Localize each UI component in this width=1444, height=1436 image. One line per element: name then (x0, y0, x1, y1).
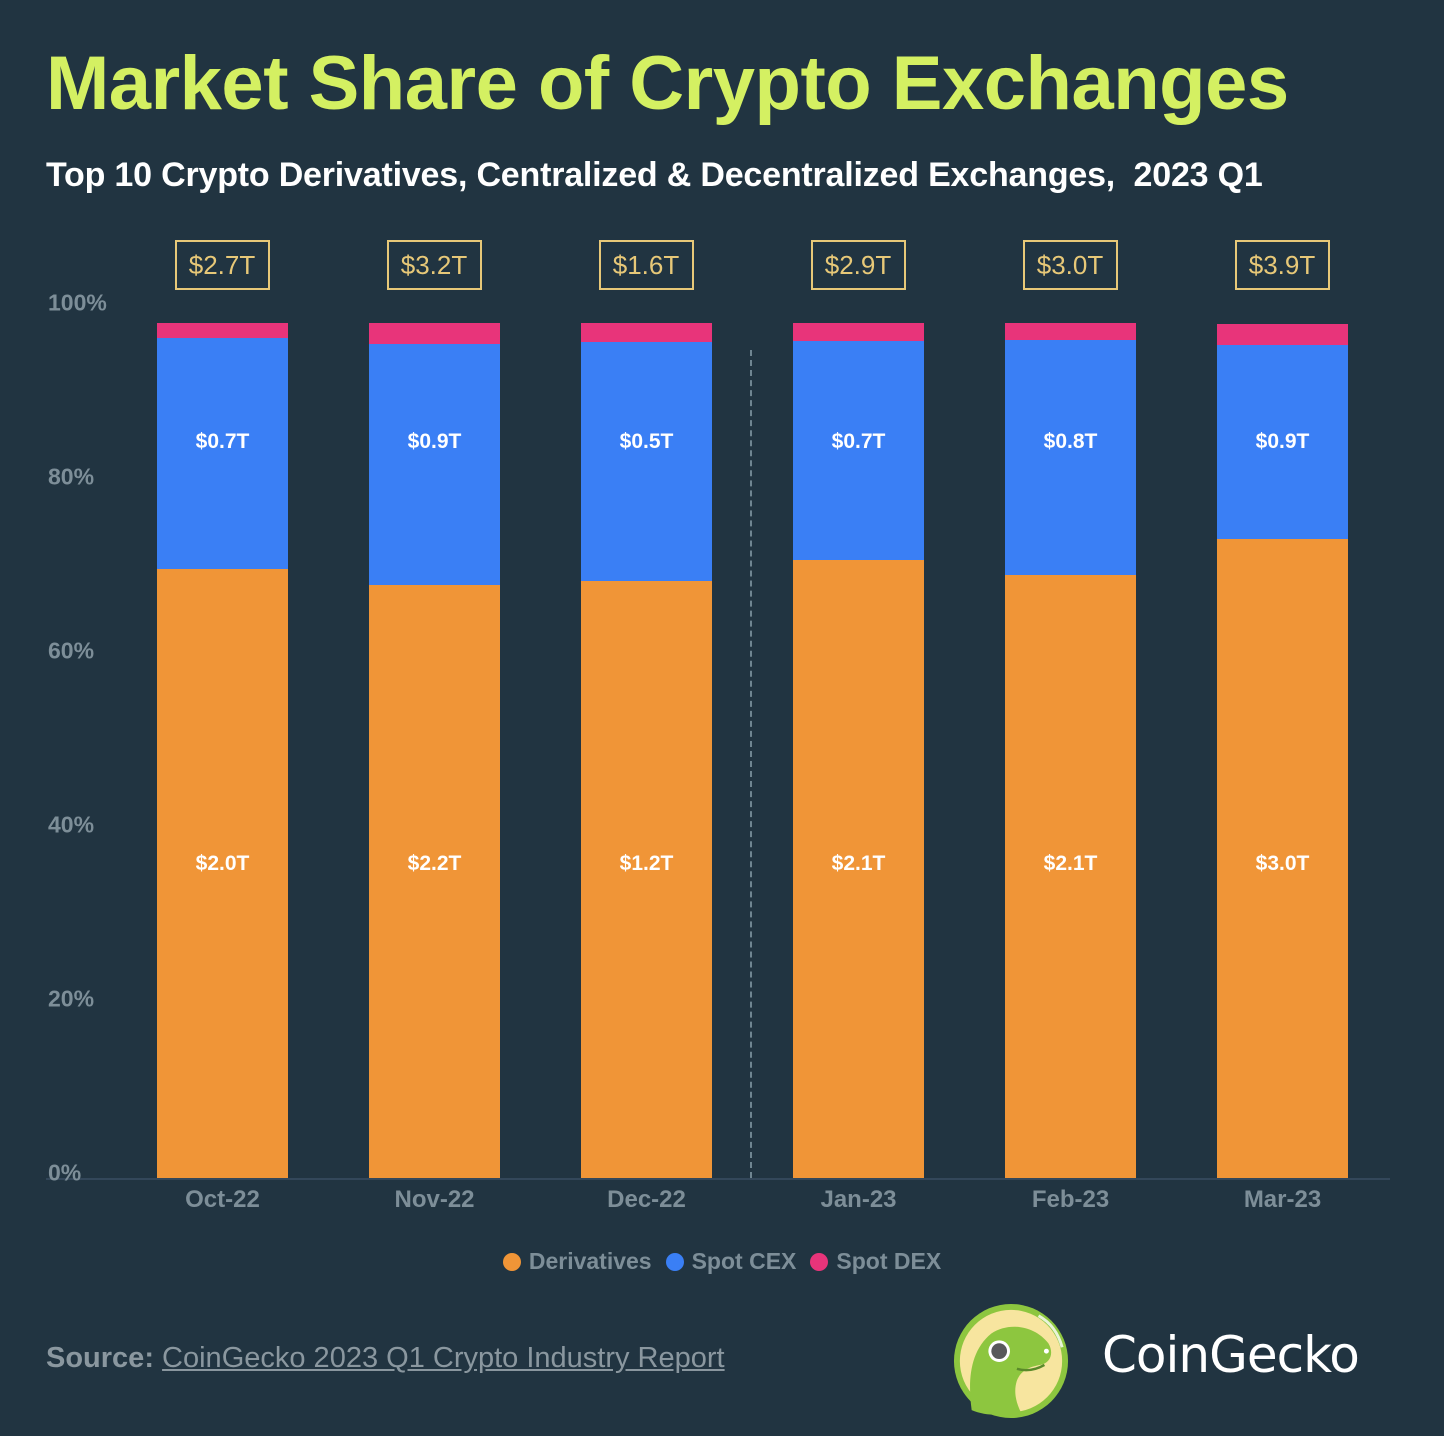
bar-segment-spot-cex[interactable] (793, 341, 924, 561)
segment-value-label: $1.2T (619, 852, 674, 875)
x-tick-label: Dec-22 (607, 1186, 686, 1213)
total-volume-badge: $2.7T (174, 240, 270, 290)
bar-segment-spot-dex[interactable] (793, 322, 924, 342)
source-line: Source: CoinGecko 2023 Q1 Crypto Industr… (46, 1342, 725, 1375)
legend-item[interactable]: Spot DEX (810, 1248, 941, 1275)
segment-value-label: $0.7T (195, 430, 250, 453)
total-volume-badge: $3.9T (1234, 240, 1330, 290)
bar-segment-derivatives[interactable] (157, 569, 288, 1178)
bar-segment-spot-cex[interactable] (581, 341, 712, 582)
segment-value-label: $0.8T (1043, 430, 1098, 453)
y-tick-label: 100% (48, 289, 107, 316)
stacked-bar[interactable] (793, 0, 924, 1178)
x-tick-label: Nov-22 (394, 1186, 475, 1213)
chart-subtitle: Top 10 Crypto Derivatives, Centralized &… (46, 156, 1263, 194)
bar-segment-derivatives[interactable] (369, 584, 500, 1178)
coingecko-logo-icon (953, 1303, 1069, 1419)
x-tick-label: Oct-22 (185, 1186, 260, 1213)
stacked-bar[interactable] (157, 0, 288, 1178)
bar-segment-spot-cex[interactable] (157, 337, 288, 569)
total-volume-badge: $3.0T (1022, 240, 1118, 290)
y-tick-label: 60% (48, 637, 95, 664)
segment-value-label: $2.2T (407, 852, 462, 875)
segment-value-label: $0.9T (1255, 430, 1310, 453)
stacked-bar[interactable] (1005, 0, 1136, 1178)
legend-item[interactable]: Spot CEX (665, 1248, 797, 1275)
bar-segment-spot-cex[interactable] (369, 343, 500, 585)
legend: Derivatives Spot CEX Spot DEX (0, 1248, 1444, 1275)
bar-segment-spot-dex[interactable] (581, 322, 712, 342)
bar-segment-derivatives[interactable] (793, 560, 924, 1178)
segment-value-label: $2.1T (1043, 852, 1098, 875)
source-label: Source: (46, 1342, 154, 1374)
legend-label: Derivatives (528, 1248, 652, 1274)
x-tick-label: Jan-23 (820, 1186, 897, 1213)
segment-value-label: $2.0T (195, 852, 250, 875)
bar-segment-spot-cex[interactable] (1005, 340, 1136, 576)
legend-label: Spot DEX (836, 1248, 942, 1274)
bar-segment-derivatives[interactable] (1217, 539, 1348, 1178)
legend-dot-icon (502, 1252, 521, 1271)
bar-segment-spot-dex[interactable] (157, 322, 288, 338)
segment-value-label: $0.7T (831, 430, 886, 453)
bar-segment-derivatives[interactable] (581, 581, 712, 1178)
x-tick-label: Mar-23 (1243, 1186, 1322, 1213)
bar-segment-spot-cex[interactable] (1217, 344, 1348, 540)
legend-dot-icon (810, 1252, 829, 1271)
source-link[interactable]: CoinGecko 2023 Q1 Crypto Industry Report (162, 1342, 725, 1374)
legend-dot-icon (665, 1252, 684, 1271)
y-tick-label: 80% (48, 463, 95, 490)
quarter-divider (750, 350, 752, 1178)
bar-segment-spot-dex[interactable] (1217, 323, 1348, 345)
stacked-bar[interactable] (1217, 0, 1348, 1178)
segment-value-label: $3.0T (1255, 852, 1310, 875)
stacked-bar[interactable] (581, 0, 712, 1178)
plot-area: 100% 80% 60% 40% 20% 0% $2.0T $0.7T $2.7T Oct-22 $… (46, 0, 1390, 1213)
bar-segment-spot-dex[interactable] (369, 322, 500, 344)
x-axis-line (46, 1178, 1390, 1180)
total-volume-badge: $1.6T (598, 240, 694, 290)
segment-value-label: $0.9T (407, 430, 462, 453)
y-tick-label: 20% (48, 985, 95, 1012)
total-volume-badge: $2.9T (810, 240, 906, 290)
y-tick-label: 40% (48, 811, 95, 838)
total-volume-badge: $3.2T (386, 240, 482, 290)
segment-value-label: $0.5T (619, 430, 674, 453)
segment-value-label: $2.1T (831, 852, 886, 875)
coingecko-brand: CoinGecko (1102, 1326, 1360, 1384)
stacked-bar[interactable] (369, 0, 500, 1178)
legend-item[interactable]: Derivatives (502, 1248, 652, 1275)
bar-segment-spot-dex[interactable] (1005, 322, 1136, 341)
y-tick-label: 0% (48, 1159, 82, 1186)
legend-label: Spot CEX (691, 1248, 797, 1274)
x-tick-label: Feb-23 (1031, 1186, 1110, 1213)
chart-title: Market Share of Crypto Exchanges (46, 41, 1289, 126)
bar-segment-derivatives[interactable] (1005, 575, 1136, 1178)
